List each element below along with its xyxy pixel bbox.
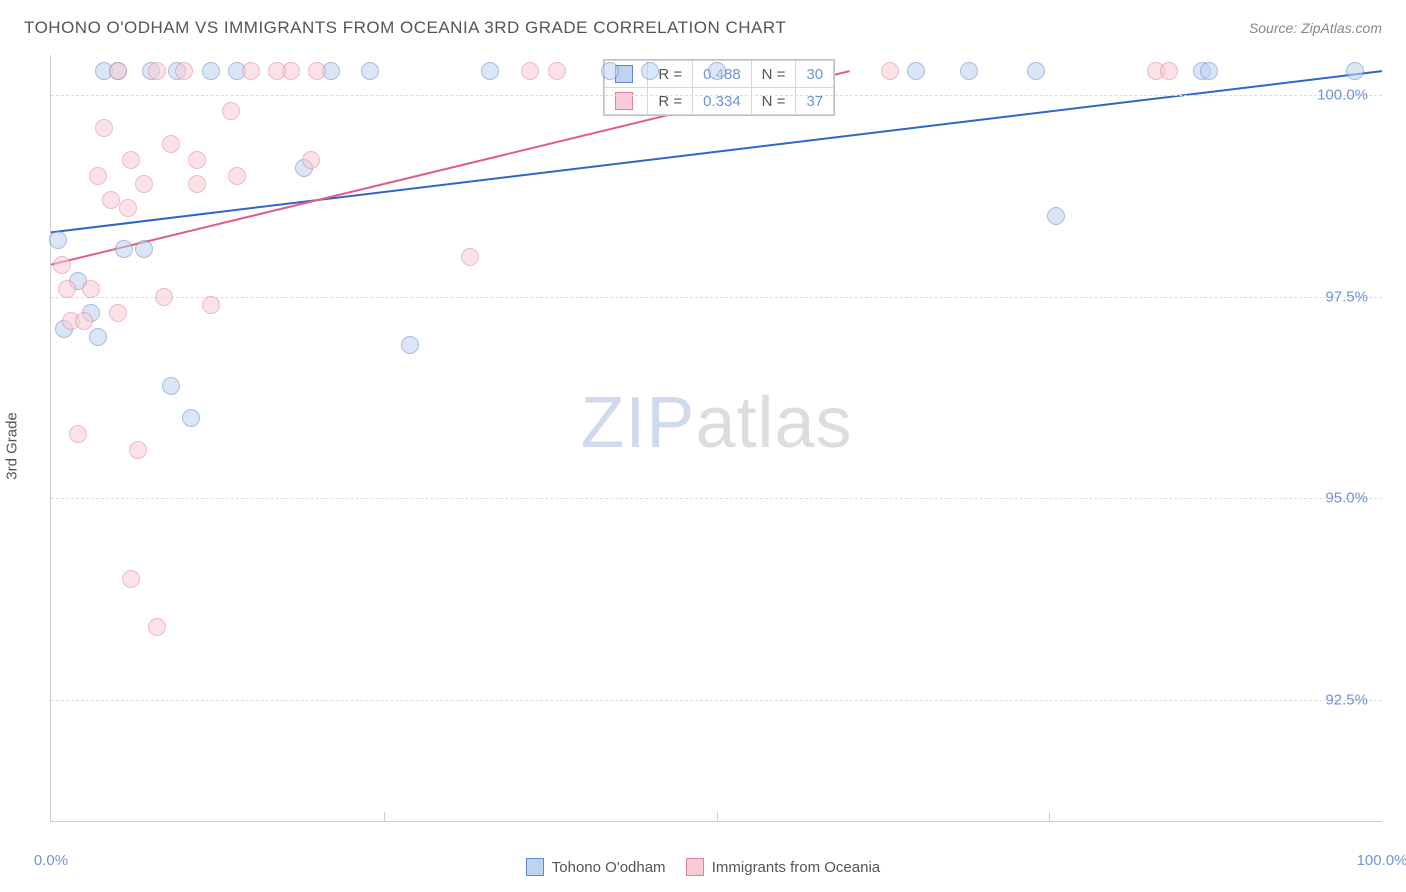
scatter-point <box>188 175 206 193</box>
scatter-point <box>89 328 107 346</box>
scatter-point <box>641 62 659 80</box>
scatter-point <box>162 135 180 153</box>
scatter-point <box>188 151 206 169</box>
scatter-point <box>521 62 539 80</box>
scatter-point <box>601 62 619 80</box>
scatter-point <box>175 62 193 80</box>
legend-row: R =0.334N =37 <box>605 88 834 115</box>
chart-area: ZIPatlas R =0.488N =30R =0.334N =37 92.5… <box>50 55 1382 822</box>
scatter-point <box>907 62 925 80</box>
scatter-point <box>960 62 978 80</box>
legend-label: Tohono O'odham <box>552 859 666 876</box>
scatter-point <box>89 167 107 185</box>
source-credit: Source: ZipAtlas.com <box>1249 20 1382 36</box>
scatter-point <box>242 62 260 80</box>
gridline-h <box>51 498 1382 499</box>
watermark-brand-a: ZIP <box>580 383 695 463</box>
x-tick <box>1049 812 1050 822</box>
scatter-point <box>109 62 127 80</box>
legend-r-label: R = <box>648 88 693 115</box>
legend-n-value: 37 <box>796 88 834 115</box>
page-title: TOHONO O'ODHAM VS IMMIGRANTS FROM OCEANI… <box>24 18 786 38</box>
legend-n-label: N = <box>751 88 796 115</box>
gridline-h <box>51 95 1382 96</box>
scatter-point <box>361 62 379 80</box>
legend-n-label: N = <box>751 61 796 88</box>
scatter-point <box>228 167 246 185</box>
scatter-point <box>162 377 180 395</box>
watermark-brand-b: atlas <box>695 383 852 463</box>
scatter-point <box>119 199 137 217</box>
scatter-point <box>102 191 120 209</box>
scatter-point <box>95 119 113 137</box>
scatter-point <box>109 304 127 322</box>
scatter-point <box>881 62 899 80</box>
legend-swatch <box>526 858 544 876</box>
scatter-point <box>308 62 326 80</box>
scatter-point <box>129 441 147 459</box>
scatter-point <box>461 248 479 266</box>
gridline-h <box>51 700 1382 701</box>
scatter-point <box>401 336 419 354</box>
scatter-point <box>135 175 153 193</box>
legend-item: Tohono O'odham <box>526 858 666 876</box>
source-prefix: Source: <box>1249 20 1301 36</box>
scatter-point <box>122 570 140 588</box>
scatter-point <box>53 256 71 274</box>
scatter-point <box>155 288 173 306</box>
scatter-point <box>122 151 140 169</box>
y-tick-label: 92.5% <box>1325 692 1368 709</box>
series-legend: Tohono O'odham Immigrants from Oceania <box>0 858 1406 876</box>
scatter-point <box>148 62 166 80</box>
scatter-point <box>69 425 87 443</box>
legend-item: Immigrants from Oceania <box>686 858 881 876</box>
scatter-point <box>708 62 726 80</box>
scatter-point <box>115 240 133 258</box>
scatter-point <box>548 62 566 80</box>
scatter-point <box>302 151 320 169</box>
plot-area: ZIPatlas R =0.488N =30R =0.334N =37 92.5… <box>50 55 1382 822</box>
legend-swatch <box>686 858 704 876</box>
x-tick <box>717 812 718 822</box>
scatter-point <box>202 62 220 80</box>
scatter-point <box>1200 62 1218 80</box>
x-tick <box>384 812 385 822</box>
legend-r-value: 0.334 <box>693 88 752 115</box>
legend-swatch-cell <box>605 88 648 115</box>
scatter-point <box>1346 62 1364 80</box>
scatter-point <box>1160 62 1178 80</box>
legend-label: Immigrants from Oceania <box>712 859 880 876</box>
y-tick-label: 97.5% <box>1325 288 1368 305</box>
source-link[interactable]: ZipAtlas.com <box>1301 20 1382 36</box>
scatter-point <box>481 62 499 80</box>
y-tick-label: 95.0% <box>1325 490 1368 507</box>
scatter-point <box>222 102 240 120</box>
scatter-point <box>1027 62 1045 80</box>
trendlines <box>51 55 1382 821</box>
legend-n-value: 30 <box>796 61 834 88</box>
y-axis-label: 3rd Grade <box>4 412 21 480</box>
scatter-point <box>49 231 67 249</box>
scatter-point <box>268 62 286 80</box>
scatter-point <box>182 409 200 427</box>
scatter-point <box>75 312 93 330</box>
watermark: ZIPatlas <box>580 382 852 464</box>
scatter-point <box>1047 207 1065 225</box>
y-tick-label: 100.0% <box>1317 87 1368 104</box>
scatter-point <box>135 240 153 258</box>
scatter-point <box>202 296 220 314</box>
scatter-point <box>82 280 100 298</box>
scatter-point <box>58 280 76 298</box>
gridline-h <box>51 297 1382 298</box>
scatter-point <box>148 618 166 636</box>
